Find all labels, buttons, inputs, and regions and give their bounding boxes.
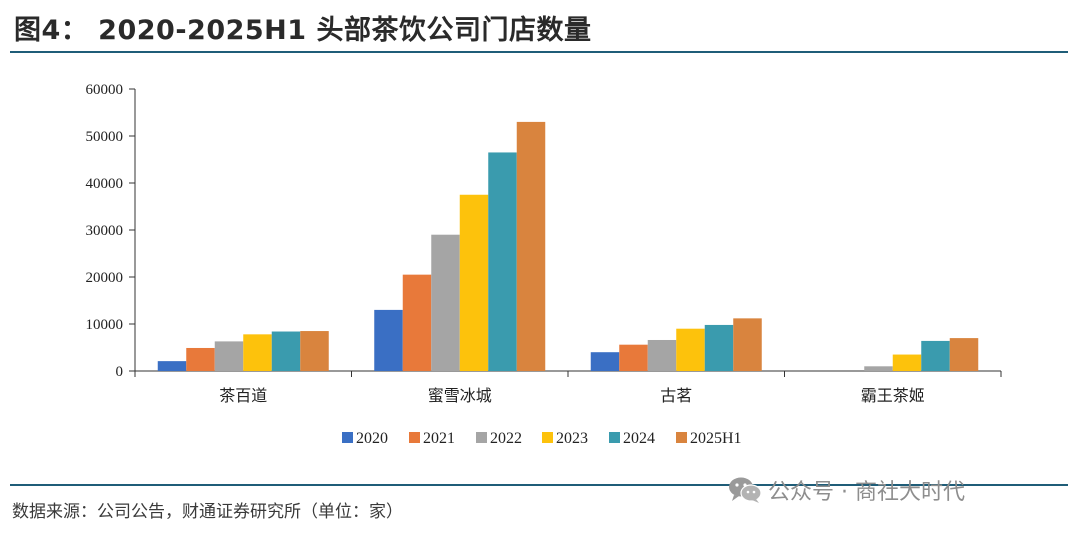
bar-chart: 0 10000 20000 30000 40000 50000 60000 茶百道 蜜雪冰城 古茗… xyxy=(86,82,1002,447)
bar-2023 xyxy=(243,334,272,371)
legend-swatch-2021 xyxy=(409,432,420,443)
x-category-label: 霸王茶姬 xyxy=(861,386,925,405)
chart-legend: 2020 2021 2022 2023 2024 2025H1 xyxy=(342,430,742,447)
legend-swatch-2023 xyxy=(542,432,553,443)
bar-2025H1 xyxy=(949,338,979,371)
bar-2024 xyxy=(921,340,950,371)
footer-divider xyxy=(10,484,1068,486)
watermark: 公众号 · 商社大时代 xyxy=(728,474,965,506)
legend-label: 2023 xyxy=(556,430,588,447)
legend-swatch-2025H1 xyxy=(676,432,687,443)
bar-2025H1 xyxy=(300,331,329,371)
bar-2022 xyxy=(864,366,893,371)
y-tick-label: 20000 xyxy=(86,270,124,286)
x-category-label: 蜜雪冰城 xyxy=(428,386,492,405)
bar-2023 xyxy=(459,194,489,371)
legend-label: 2022 xyxy=(490,430,522,447)
bar-2020 xyxy=(157,361,187,371)
legend-label: 2020 xyxy=(356,430,388,447)
legend-swatch-2020 xyxy=(342,432,353,443)
y-tick-label: 50000 xyxy=(86,129,124,145)
y-tick-label: 0 xyxy=(116,364,124,380)
legend-label: 2025H1 xyxy=(690,430,742,447)
bar-2022 xyxy=(214,341,244,371)
x-category-label: 古茗 xyxy=(660,386,692,405)
figure-title: 图4： 2020-2025H1 头部茶饮公司门店数量 xyxy=(14,15,592,46)
bar-2024 xyxy=(271,331,301,371)
y-tick-label: 30000 xyxy=(86,223,124,239)
y-tick-label: 40000 xyxy=(86,176,124,192)
data-source-note: 数据来源：公司公告，财通证券研究所（单位：家） xyxy=(12,502,403,522)
bar-2025H1 xyxy=(516,121,546,372)
wechat-icon xyxy=(729,477,762,503)
bar-2020 xyxy=(590,352,620,371)
bar-2021 xyxy=(619,344,648,371)
x-category-label: 茶百道 xyxy=(219,386,267,405)
bar-2020 xyxy=(374,309,403,371)
legend-label: 2021 xyxy=(423,430,455,447)
bar-2021 xyxy=(402,274,432,371)
bar-2023 xyxy=(676,328,705,371)
legend-swatch-2022 xyxy=(476,432,487,443)
legend-swatch-2024 xyxy=(609,432,620,443)
bar-2023 xyxy=(892,354,922,371)
bar-2022 xyxy=(431,234,460,371)
legend-label: 2024 xyxy=(623,430,655,447)
watermark-text: 公众号 · 商社大时代 xyxy=(768,480,965,505)
title-divider xyxy=(10,51,1068,53)
bar-2022 xyxy=(647,339,677,371)
bar-2024 xyxy=(488,152,517,371)
y-tick-label: 10000 xyxy=(86,317,124,333)
chart-bars xyxy=(157,121,979,372)
bar-2025H1 xyxy=(733,318,762,371)
bar-2021 xyxy=(186,347,215,371)
bar-2024 xyxy=(704,324,734,371)
y-tick-label: 60000 xyxy=(86,82,124,98)
